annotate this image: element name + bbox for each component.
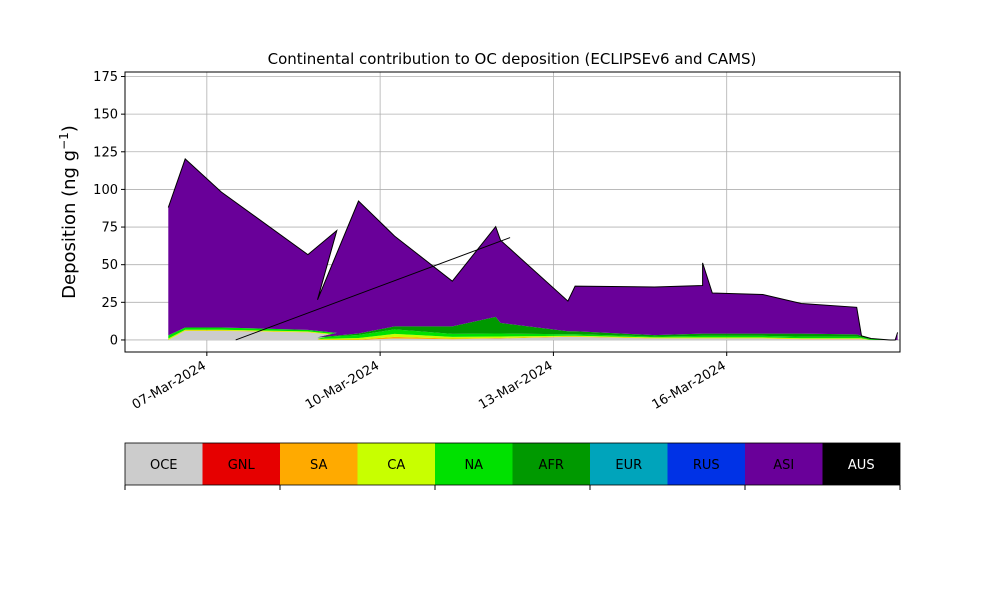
area-sa — [168, 330, 898, 340]
plot-frame — [124, 71, 901, 353]
y-tick-label: 125 — [93, 145, 118, 160]
y-axis-label-main: Deposition (ng g — [59, 150, 80, 299]
legend-label-rus: RUS — [693, 458, 720, 473]
area-asi — [168, 158, 898, 340]
legend-swatch-eur — [590, 443, 668, 485]
x-tick-label: 16-Mar-2024 — [650, 358, 729, 412]
legend-label-ca: CA — [387, 458, 405, 473]
legend-swatch-ca — [357, 443, 435, 485]
y-axis-label-superscript: −1 — [57, 132, 71, 150]
legend-swatch-gnl — [202, 443, 280, 485]
x-tick-label: 10-Mar-2024 — [303, 358, 382, 412]
continent-legend: OCE GNL SA CA NA AFR EUR RUS ASI AUS — [124, 442, 901, 490]
stacked-areas — [168, 158, 898, 340]
legend-label-sa: SA — [310, 458, 327, 473]
legend-label-afr: AFR — [539, 458, 564, 473]
chart-title: Continental contribution to OC depositio… — [268, 50, 757, 68]
legend-label-oce: OCE — [150, 458, 178, 473]
y-tick-label: 75 — [101, 221, 118, 236]
x-axis-ticks: 07-Mar-2024 10-Mar-2024 13-Mar-2024 16-Mar-… — [130, 352, 729, 413]
legend-swatch-aus — [822, 443, 900, 485]
x-tick-label: 07-Mar-2024 — [130, 358, 209, 412]
y-tick-label: 25 — [101, 296, 118, 311]
y-axis-ticks: 0 25 50 75 100 125 150 175 — [93, 70, 125, 348]
area-afr — [168, 316, 898, 340]
area-na — [168, 327, 898, 340]
area-oce — [168, 330, 898, 340]
legend-label-eur: EUR — [615, 458, 642, 473]
overlay-line — [235, 237, 511, 341]
y-axis-label: Deposition (ng g−1) — [57, 125, 80, 299]
legend-swatch-oce — [125, 443, 203, 485]
y-tick-label: 0 — [110, 333, 118, 348]
legend-frame — [124, 442, 901, 486]
legend-label-asi: ASI — [773, 458, 794, 473]
y-tick-label: 50 — [101, 258, 118, 273]
legend-swatch-asi — [745, 443, 823, 485]
y-tick-label: 150 — [93, 108, 118, 123]
series-outlines — [167, 158, 899, 341]
legend-swatch-afr — [512, 443, 590, 485]
legend-label-aus: AUS — [848, 458, 875, 473]
legend-label-na: NA — [464, 458, 483, 473]
x-tick-label: 13-Mar-2024 — [476, 358, 555, 412]
total-outline — [167, 158, 899, 341]
y-tick-label: 100 — [93, 183, 118, 198]
legend-swatch-rus — [667, 443, 745, 485]
legend-label-gnl: GNL — [228, 458, 256, 473]
legend-swatch-sa — [280, 443, 358, 485]
y-tick-label: 175 — [93, 70, 118, 85]
y-axis-label-tail: ) — [59, 125, 80, 132]
area-ca — [168, 329, 898, 340]
legend-swatch-na — [435, 443, 513, 485]
